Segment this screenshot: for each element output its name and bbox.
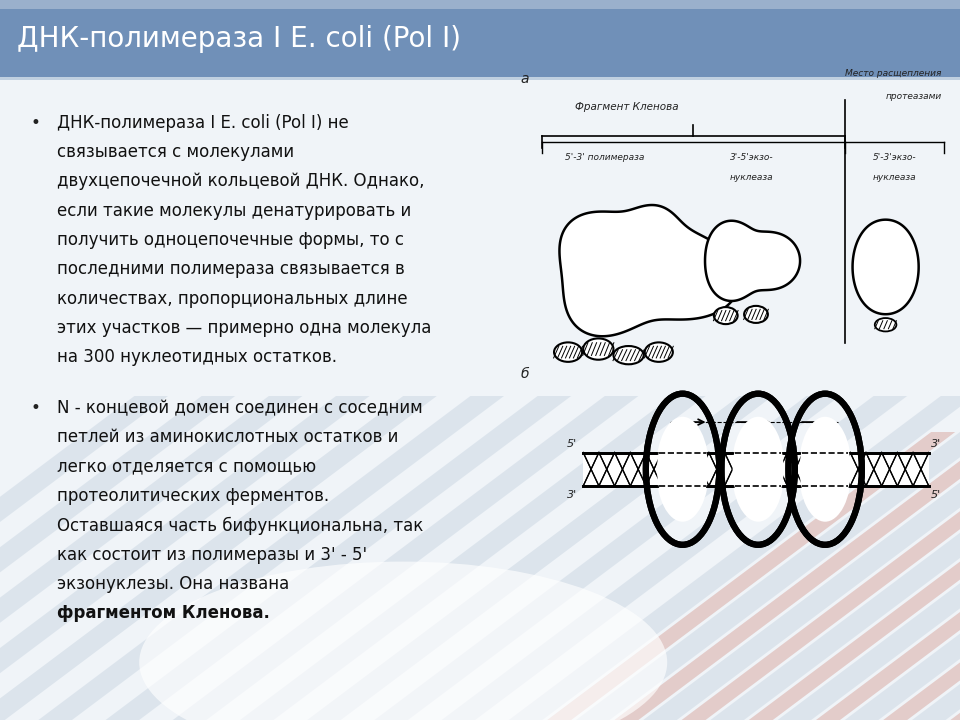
Polygon shape bbox=[845, 396, 960, 720]
Polygon shape bbox=[0, 396, 235, 720]
Polygon shape bbox=[912, 396, 960, 720]
Polygon shape bbox=[240, 396, 706, 720]
Text: экзонуклезы. Она названа: экзонуклезы. Она названа bbox=[57, 575, 294, 593]
Text: 3': 3' bbox=[931, 439, 941, 449]
Text: протеазами: протеазами bbox=[885, 91, 942, 101]
Polygon shape bbox=[547, 432, 955, 720]
Polygon shape bbox=[173, 396, 638, 720]
Text: как состоит из полимеразы и 3' - 5': как состоит из полимеразы и 3' - 5' bbox=[57, 546, 367, 564]
Text: N - концевой домен соединен с соседним: N - концевой домен соединен с соседним bbox=[57, 399, 422, 417]
Polygon shape bbox=[614, 432, 960, 720]
Text: двухцепочечной кольцевой ДНК. Однако,: двухцепочечной кольцевой ДНК. Однако, bbox=[57, 173, 424, 191]
Text: петлей из аминокислотных остатков и: петлей из аминокислотных остатков и bbox=[57, 428, 398, 446]
Text: если такие молекулы денатурировать и: если такие молекулы денатурировать и bbox=[57, 202, 411, 220]
Ellipse shape bbox=[875, 318, 897, 331]
Polygon shape bbox=[816, 432, 960, 720]
Text: ДНК-полимераза I E. coli (Pol I) не: ДНК-полимераза I E. coli (Pol I) не bbox=[57, 114, 348, 132]
Polygon shape bbox=[749, 432, 960, 720]
Polygon shape bbox=[710, 396, 960, 720]
Text: получить одноцепочечные формы, то с: получить одноцепочечные формы, то с bbox=[57, 231, 403, 249]
Ellipse shape bbox=[744, 306, 768, 323]
Polygon shape bbox=[852, 220, 919, 314]
Ellipse shape bbox=[584, 338, 613, 360]
Text: 3': 3' bbox=[566, 490, 577, 500]
Text: последними полимераза связывается в: последними полимераза связывается в bbox=[57, 261, 404, 279]
Text: Оставшаяся часть бифункциональна, так: Оставшаяся часть бифункциональна, так bbox=[57, 516, 423, 534]
Polygon shape bbox=[682, 432, 960, 720]
Text: количествах, пропорциональных длине: количествах, пропорциональных длине bbox=[57, 289, 407, 307]
Text: нуклеаза: нуклеаза bbox=[873, 173, 916, 181]
Ellipse shape bbox=[613, 346, 644, 364]
Polygon shape bbox=[509, 396, 960, 720]
Polygon shape bbox=[374, 396, 840, 720]
Text: 5'-3' полимераза: 5'-3' полимераза bbox=[565, 153, 644, 161]
Polygon shape bbox=[883, 432, 960, 720]
Text: •: • bbox=[31, 114, 40, 132]
Ellipse shape bbox=[714, 307, 737, 324]
Text: этих участков — примерно одна молекула: этих участков — примерно одна молекула bbox=[57, 319, 431, 337]
Polygon shape bbox=[0, 396, 437, 720]
Text: •: • bbox=[31, 399, 40, 417]
Polygon shape bbox=[950, 432, 960, 720]
Ellipse shape bbox=[800, 422, 851, 517]
Ellipse shape bbox=[657, 422, 708, 517]
Polygon shape bbox=[0, 396, 302, 720]
Ellipse shape bbox=[139, 562, 667, 720]
Text: 5': 5' bbox=[566, 439, 577, 449]
Text: протеолитических ферментов.: протеолитических ферментов. bbox=[57, 487, 328, 505]
Bar bbox=[0, 0, 960, 9]
Text: ДНК-полимераза I E. coli (Pol I): ДНК-полимераза I E. coli (Pol I) bbox=[17, 24, 461, 53]
Bar bbox=[0, 0, 960, 77]
Text: а: а bbox=[520, 72, 529, 86]
Polygon shape bbox=[106, 396, 571, 720]
Text: на 300 нуклеотидных остатков.: на 300 нуклеотидных остатков. bbox=[57, 348, 337, 366]
Text: 3'-5'экзо-: 3'-5'экзо- bbox=[730, 153, 774, 161]
Polygon shape bbox=[442, 396, 907, 720]
Text: б: б bbox=[520, 367, 529, 382]
Ellipse shape bbox=[645, 343, 673, 362]
Bar bbox=[0, 77, 960, 80]
Ellipse shape bbox=[656, 417, 709, 522]
Text: фрагментом Кленова.: фрагментом Кленова. bbox=[57, 604, 270, 622]
Text: легко отделяется с помощью: легко отделяется с помощью bbox=[57, 458, 316, 476]
Polygon shape bbox=[38, 396, 504, 720]
Polygon shape bbox=[560, 205, 740, 336]
Ellipse shape bbox=[732, 422, 783, 517]
Polygon shape bbox=[643, 396, 960, 720]
Text: 5'-3'экзо-: 5'-3'экзо- bbox=[873, 153, 916, 161]
Ellipse shape bbox=[799, 417, 852, 522]
Text: Фрагмент Кленова: Фрагмент Кленова bbox=[575, 102, 678, 112]
Polygon shape bbox=[0, 396, 168, 720]
Text: Место расщепления: Место расщепления bbox=[846, 69, 942, 78]
Text: связывается с молекулами: связывается с молекулами bbox=[57, 143, 294, 161]
Polygon shape bbox=[778, 396, 960, 720]
Ellipse shape bbox=[554, 343, 582, 362]
Text: нуклеаза: нуклеаза bbox=[730, 173, 774, 181]
Text: 5': 5' bbox=[931, 490, 941, 500]
Ellipse shape bbox=[732, 417, 784, 522]
Polygon shape bbox=[307, 396, 773, 720]
Polygon shape bbox=[0, 396, 370, 720]
Polygon shape bbox=[705, 221, 800, 301]
Polygon shape bbox=[576, 396, 960, 720]
